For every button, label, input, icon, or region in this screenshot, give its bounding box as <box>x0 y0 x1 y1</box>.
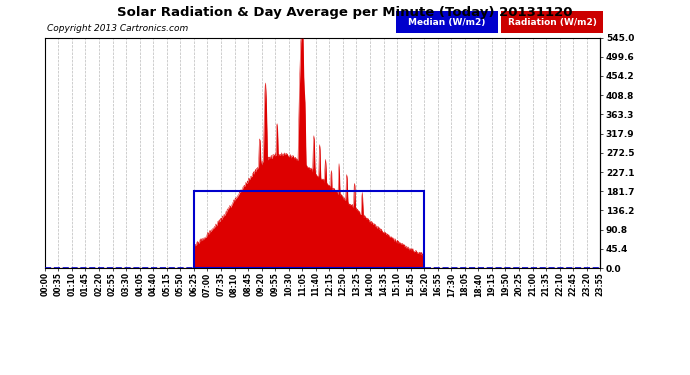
Text: Median (W/m2): Median (W/m2) <box>408 18 486 27</box>
Text: Solar Radiation & Day Average per Minute (Today) 20131120: Solar Radiation & Day Average per Minute… <box>117 6 573 19</box>
Text: Radiation (W/m2): Radiation (W/m2) <box>508 18 596 27</box>
Text: Copyright 2013 Cartronics.com: Copyright 2013 Cartronics.com <box>47 24 188 33</box>
Bar <box>194 191 424 268</box>
